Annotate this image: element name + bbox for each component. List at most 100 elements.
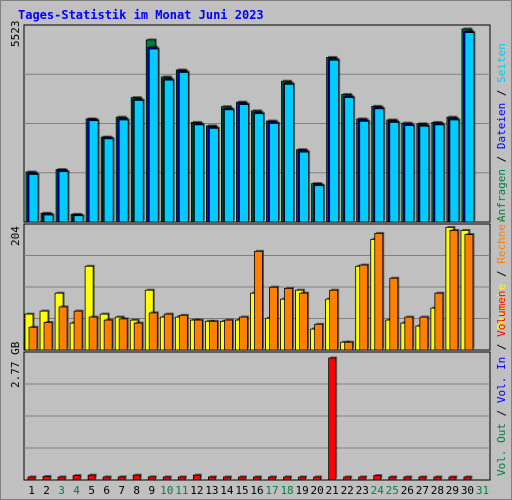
bar-volumen-28 bbox=[433, 476, 442, 481]
bar-volumen-24 bbox=[373, 475, 382, 481]
legend-item: Vol. Out bbox=[495, 423, 508, 476]
bar-seiten-18 bbox=[284, 83, 294, 223]
bar-rechner-2 bbox=[43, 322, 53, 351]
bar-volumen-15 bbox=[238, 476, 246, 481]
bar-seiten-1 bbox=[28, 174, 39, 223]
bar-seiten-9 bbox=[148, 48, 159, 223]
legend-item: Besuche bbox=[495, 284, 508, 330]
bar-rechner-24 bbox=[374, 232, 384, 351]
bar-rechner-14 bbox=[224, 319, 233, 351]
bar-seiten-8 bbox=[133, 99, 144, 223]
bar-rechner-6 bbox=[103, 319, 113, 351]
bar-seiten-15 bbox=[239, 104, 249, 223]
bar-rechner-3 bbox=[58, 306, 68, 351]
bar-rechner-16 bbox=[254, 250, 263, 351]
bar-rechner-10 bbox=[163, 313, 173, 351]
bar-rechner-23 bbox=[359, 264, 369, 351]
x-tick-label-5: 5 bbox=[88, 484, 95, 497]
bar-seiten-29 bbox=[449, 119, 460, 223]
bar-volumen-25 bbox=[388, 476, 397, 481]
bar-seiten-25 bbox=[389, 122, 400, 223]
x-tick-label-13: 13 bbox=[205, 484, 218, 497]
bar-volumen-12 bbox=[192, 474, 201, 481]
bar-seiten-11 bbox=[178, 72, 189, 223]
x-tick-label-18: 18 bbox=[280, 484, 293, 497]
x-tick-label-10: 10 bbox=[160, 484, 173, 497]
bar-volumen-13 bbox=[207, 476, 216, 481]
x-tick-label-16: 16 bbox=[250, 484, 263, 497]
x-tick-label-29: 29 bbox=[446, 484, 459, 497]
bar-volumen-7 bbox=[117, 476, 126, 481]
x-tick-label-8: 8 bbox=[133, 484, 140, 497]
x-tick-label-26: 26 bbox=[401, 484, 414, 497]
bar-seiten-3 bbox=[58, 171, 69, 223]
x-tick-label-2: 2 bbox=[43, 484, 50, 497]
legend-hits: Anfragen / Dateien / Seiten bbox=[495, 43, 508, 222]
bar-seiten-13 bbox=[208, 127, 219, 223]
bar-rechner-19 bbox=[299, 292, 308, 351]
bar-volumen-26 bbox=[403, 476, 412, 481]
x-tick-label-25: 25 bbox=[386, 484, 399, 497]
bar-seiten-30 bbox=[464, 32, 475, 223]
bar-rechner-8 bbox=[133, 322, 143, 351]
x-tick-label-27: 27 bbox=[416, 484, 429, 497]
x-tick-label-21: 21 bbox=[326, 484, 339, 497]
bar-seiten-17 bbox=[269, 123, 279, 223]
bar-rechner-5 bbox=[88, 316, 98, 351]
bar-volumen-17 bbox=[268, 476, 276, 481]
bar-rechner-13 bbox=[208, 320, 218, 351]
bar-volumen-21 bbox=[328, 357, 337, 481]
bar-rechner-9 bbox=[148, 312, 158, 351]
bar-seiten-10 bbox=[163, 79, 174, 223]
bar-seiten-21 bbox=[329, 59, 340, 223]
bar-rechner-30 bbox=[464, 234, 474, 351]
bar-volumen-29 bbox=[448, 476, 457, 481]
bar-seiten-2 bbox=[43, 214, 54, 223]
bar-volumen-9 bbox=[147, 476, 156, 481]
bar-seiten-14 bbox=[224, 109, 234, 223]
legend-item: Vol. In bbox=[495, 357, 508, 403]
bar-rechner-27 bbox=[419, 316, 429, 351]
bar-volumen-5 bbox=[87, 474, 96, 481]
x-tick-label-7: 7 bbox=[118, 484, 125, 497]
bar-volumen-30 bbox=[463, 476, 472, 481]
bar-rechner-11 bbox=[178, 314, 188, 351]
legend-item: Volumen bbox=[495, 291, 508, 337]
x-tick-label-14: 14 bbox=[220, 484, 234, 497]
x-tick-label-12: 12 bbox=[190, 484, 203, 497]
bar-rechner-25 bbox=[389, 277, 399, 351]
x-tick-label-22: 22 bbox=[341, 484, 354, 497]
chart-title: Tages-Statistik im Monat Juni 2023 bbox=[18, 8, 264, 22]
bar-rechner-22 bbox=[344, 341, 354, 351]
bar-seiten-22 bbox=[344, 97, 355, 223]
bar-volumen-20 bbox=[313, 476, 322, 481]
legend-volume: Vol. Out / Vol. In / Volumen bbox=[495, 291, 508, 476]
x-tick-label-3: 3 bbox=[58, 484, 65, 497]
legend-item: / bbox=[495, 403, 508, 423]
bar-seiten-6 bbox=[103, 138, 114, 223]
x-tick-label-1: 1 bbox=[28, 484, 35, 497]
bar-seiten-7 bbox=[118, 119, 129, 223]
bar-volumen-19 bbox=[298, 476, 306, 481]
y-max-label-2: 2.77 GB bbox=[9, 341, 22, 388]
bar-volumen-22 bbox=[343, 476, 352, 481]
bar-seiten-4 bbox=[73, 215, 84, 223]
bar-volumen-4 bbox=[72, 475, 81, 481]
x-tick-label-20: 20 bbox=[311, 484, 324, 497]
y-max-label-0: 5523 bbox=[9, 21, 22, 48]
bar-volumen-16 bbox=[253, 476, 261, 481]
bar-rechner-28 bbox=[434, 292, 444, 351]
x-tick-label-6: 6 bbox=[103, 484, 110, 497]
bar-rechner-18 bbox=[284, 288, 293, 351]
bar-volumen-6 bbox=[102, 476, 111, 481]
bar-seiten-28 bbox=[434, 124, 445, 223]
legend-item: Anfragen bbox=[495, 169, 508, 222]
bar-rechner-26 bbox=[404, 316, 414, 351]
x-tick-label-23: 23 bbox=[356, 484, 369, 497]
bar-seiten-19 bbox=[299, 151, 309, 223]
x-tick-label-28: 28 bbox=[431, 484, 444, 497]
legend-item: Dateien bbox=[495, 103, 508, 149]
x-tick-label-11: 11 bbox=[175, 484, 188, 497]
bar-volumen-11 bbox=[177, 476, 186, 481]
legend-item: Rechner bbox=[495, 217, 508, 264]
